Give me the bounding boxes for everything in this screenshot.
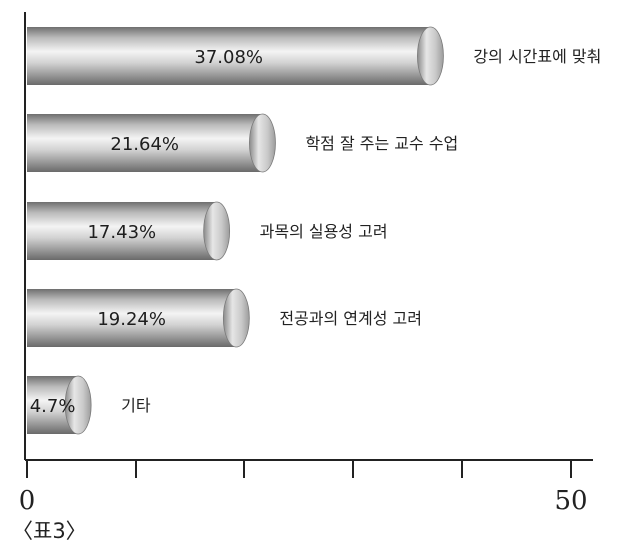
category-label: 과목의 실용성 고려	[260, 222, 388, 241]
bar-end-cap	[222, 288, 250, 348]
bar-group: 17.43% 과목의 실용성 고려	[27, 201, 388, 261]
bar-value-label: 17.43%	[87, 222, 156, 243]
bar-value-label: 19.24%	[97, 309, 166, 330]
bar-group: 37.08% 강의 시간표에 맞춰	[27, 26, 601, 86]
bar	[27, 202, 217, 260]
x-tick-label-min: 0	[19, 486, 36, 516]
bar-end-cap	[64, 375, 92, 435]
bar	[27, 27, 431, 85]
chart-caption: 〈표3〉	[12, 519, 87, 543]
bar-end-cap	[417, 26, 444, 86]
bar	[27, 114, 263, 172]
category-label: 전공과의 연계성 고려	[279, 309, 422, 328]
bar-value-label: 21.64%	[110, 134, 179, 155]
bar-value-label: 4.7%	[30, 396, 76, 417]
x-tick-label-max: 50	[554, 486, 587, 516]
bar	[27, 289, 237, 347]
bar-end-cap	[249, 113, 276, 173]
bar-end-cap	[203, 201, 231, 261]
bar-group: 19.24% 전공과의 연계성 고려	[27, 288, 422, 348]
category-label: 학점 잘 주는 교수 수업	[305, 134, 458, 153]
bar-value-label: 37.08%	[194, 47, 263, 68]
category-label: 강의 시간표에 맞춰	[473, 47, 601, 66]
category-label: 기타	[121, 396, 151, 415]
bar-group: 4.7% 기타	[27, 375, 151, 435]
bar-group: 21.64% 학점 잘 주는 교수 수업	[27, 113, 458, 173]
